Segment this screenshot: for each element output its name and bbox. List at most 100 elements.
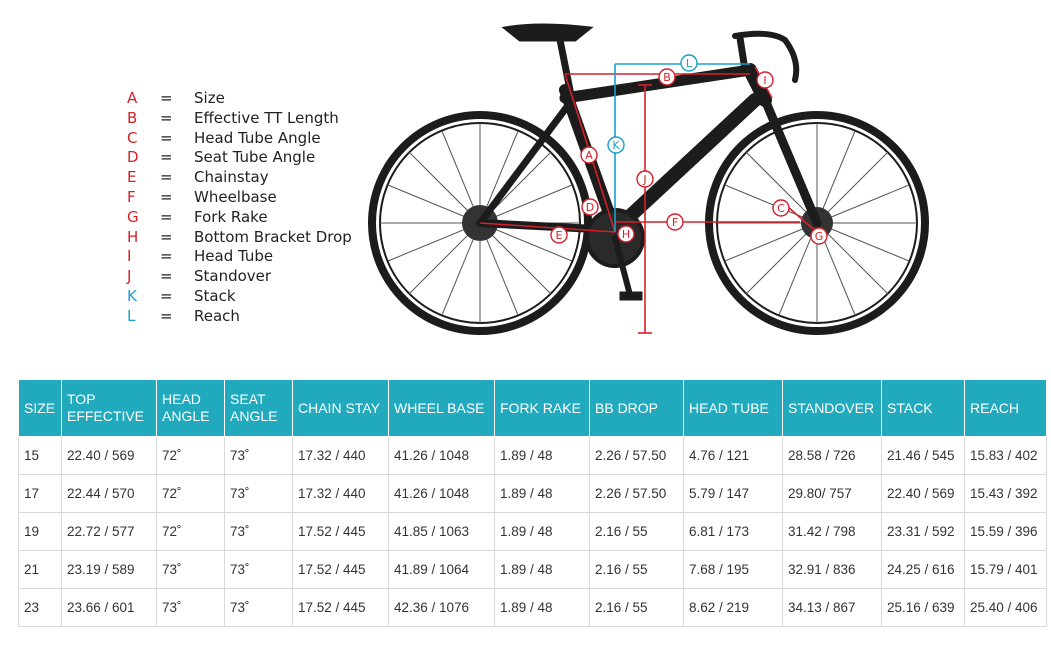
legend-key: J (127, 267, 132, 286)
cell-top-effective: 22.40 / 569 (61, 436, 157, 475)
legend-row: G = Fork Rake (127, 208, 367, 228)
label-d-marker: D (581, 198, 599, 216)
cell-standover: 34.13 / 867 (782, 588, 882, 627)
legend-equals: = (160, 286, 173, 305)
cell-stack: 23.31 / 592 (881, 512, 965, 551)
geometry-table: SIZE TOP EFFECTIVE HEAD ANGLE SEAT ANGLE… (18, 379, 1047, 627)
legend-row: B = Effective TT Length (127, 109, 367, 129)
cell-stack: 24.25 / 616 (881, 550, 965, 589)
label-c-marker: C (772, 199, 790, 217)
legend-equals: = (160, 168, 173, 187)
label-c: C (777, 202, 785, 215)
cell-bb-drop: 2.26 / 57.50 (589, 436, 684, 475)
cell-head-tube: 8.62 / 219 (683, 588, 783, 627)
cell-fork-rake: 1.89 / 48 (494, 474, 590, 513)
bike-geometry-diagram: A B C D E F G H I J K L (368, 23, 929, 335)
cell-wheel-base: 41.89 / 1064 (388, 550, 495, 589)
label-d: D (586, 201, 594, 214)
legend-key: L (127, 306, 136, 325)
cell-reach: 15.83 / 402 (964, 436, 1047, 475)
cell-top-effective: 23.19 / 589 (61, 550, 157, 589)
legend-row: A = Size (127, 89, 367, 109)
cell-top-effective: 22.44 / 570 (61, 474, 157, 513)
cell-seat-angle: 73˚ (224, 512, 293, 551)
table-row: 17 22.44 / 570 72˚ 73˚ 17.32 / 440 41.26… (18, 474, 1047, 513)
cell-wheel-base: 41.26 / 1048 (388, 436, 495, 475)
legend-equals: = (160, 148, 173, 167)
legend-row: I = Head Tube (127, 247, 367, 267)
legend-equals: = (160, 247, 173, 266)
cell-top-effective: 22.72 / 577 (61, 512, 157, 551)
cell-bb-drop: 2.26 / 57.50 (589, 474, 684, 513)
legend-label: Seat Tube Angle (194, 148, 316, 167)
legend-key: H (127, 227, 139, 246)
label-j: J (642, 173, 646, 186)
legend-label: Head Tube (194, 247, 274, 266)
legend-label: Size (194, 89, 225, 107)
label-b: B (663, 71, 671, 84)
legend-label: Standover (194, 267, 272, 286)
cell-head-tube: 4.76 / 121 (683, 436, 783, 475)
cell-wheel-base: 41.85 / 1063 (388, 512, 495, 551)
cell-reach: 15.79 / 401 (964, 550, 1047, 589)
cell-size: 15 (18, 436, 62, 475)
cell-bb-drop: 2.16 / 55 (589, 512, 684, 551)
cell-size: 17 (18, 474, 62, 513)
header-standover: STANDOVER (782, 379, 882, 437)
label-l-marker: L (680, 54, 698, 72)
legend-equals: = (160, 89, 173, 107)
legend-equals: = (160, 227, 173, 246)
cell-seat-angle: 73˚ (224, 474, 293, 513)
legend-equals: = (160, 267, 173, 286)
legend-label: Effective TT Length (194, 108, 339, 127)
cell-standover: 28.58 / 726 (782, 436, 882, 475)
label-g: G (815, 230, 824, 243)
label-h-marker: H (617, 225, 635, 243)
label-k-marker: K (607, 136, 625, 154)
cell-fork-rake: 1.89 / 48 (494, 588, 590, 627)
cell-chain-stay: 17.52 / 445 (292, 512, 389, 551)
legend-key: I (127, 247, 132, 266)
header-stack: STACK (881, 379, 965, 437)
table-row: 15 22.40 / 569 72˚ 73˚ 17.32 / 440 41.26… (18, 436, 1047, 475)
label-k: K (612, 139, 620, 152)
legend-row: E = Chainstay (127, 168, 367, 188)
legend-label: Stack (194, 286, 236, 305)
legend-equals: = (160, 187, 173, 206)
legend-key: C (127, 128, 138, 147)
legend-equals: = (160, 128, 173, 147)
legend-row: C = Head Tube Angle (127, 129, 367, 149)
cell-head-angle: 73˚ (156, 550, 225, 589)
legend-label: Chainstay (194, 168, 269, 187)
legend-key: B (127, 108, 138, 127)
cell-standover: 31.42 / 798 (782, 512, 882, 551)
header-fork-rake: FORK RAKE (494, 379, 590, 437)
legend-key: A (127, 89, 138, 107)
label-b-marker: B (658, 68, 676, 86)
cell-head-angle: 72˚ (156, 512, 225, 551)
legend-equals: = (160, 306, 173, 325)
legend-row: H = Bottom Bracket Drop (127, 228, 367, 248)
cell-wheel-base: 41.26 / 1048 (388, 474, 495, 513)
cell-seat-angle: 73˚ (224, 436, 293, 475)
header-chain-stay: CHAIN STAY (292, 379, 389, 437)
cell-fork-rake: 1.89 / 48 (494, 512, 590, 551)
cell-head-angle: 73˚ (156, 588, 225, 627)
cell-fork-rake: 1.89 / 48 (494, 436, 590, 475)
legend-key: D (127, 148, 139, 167)
label-f: F (672, 216, 678, 229)
header-seat-angle: SEAT ANGLE (224, 379, 293, 437)
legend-key: K (127, 286, 137, 305)
label-h: H (622, 228, 630, 241)
cell-reach: 15.59 / 396 (964, 512, 1047, 551)
cell-chain-stay: 17.52 / 445 (292, 588, 389, 627)
header-reach: REACH (964, 379, 1047, 437)
header-bb-drop: BB DROP (589, 379, 684, 437)
label-i-marker: I (756, 71, 774, 89)
legend-row: L = Reach (127, 307, 367, 327)
table-header-row: SIZE TOP EFFECTIVE HEAD ANGLE SEAT ANGLE… (18, 379, 1047, 437)
cell-head-angle: 72˚ (156, 474, 225, 513)
header-head-tube: HEAD TUBE (683, 379, 783, 437)
cell-bb-drop: 2.16 / 55 (589, 550, 684, 589)
cell-seat-angle: 73˚ (224, 550, 293, 589)
